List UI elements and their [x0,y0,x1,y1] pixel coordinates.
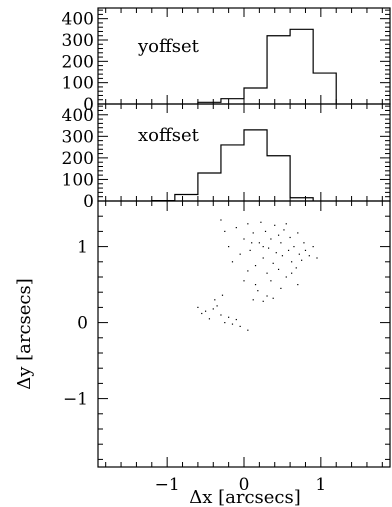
scatter-point [243,238,245,240]
xoffset-ytick-label: 300 [62,127,94,147]
scatter-point [264,230,267,232]
scatter-point [304,249,307,251]
scatter-xtick-label: 1 [315,475,326,495]
scatter-point [243,280,245,282]
scatter-point [247,270,249,272]
scatter-point [270,280,272,282]
scatter-point [285,276,287,278]
scatter-point [220,219,222,221]
scatter-point [312,246,314,248]
scatter-point [262,257,264,259]
scatter-point [249,249,251,251]
scatter-point [262,300,264,302]
scatter-ytick-label: −1 [63,390,88,410]
scatter-point [224,322,226,324]
scatter-point [214,299,216,301]
scatter-point [224,230,226,232]
scatter-point [272,262,274,264]
scatter-point [221,294,224,296]
scatter-point [272,297,274,299]
xoffset-ytick-label: 400 [62,106,94,126]
scatter-point [289,236,291,239]
scatter-point [308,255,310,257]
scatter-point [247,223,249,225]
scatter-point [274,224,276,226]
scatter-point [252,299,254,301]
scatter-point [235,318,237,321]
scatter-point [295,267,297,269]
scatter-point [316,257,318,259]
scatter-point [251,242,253,244]
scatter-ytick-label: 0 [77,314,88,334]
xoffset-histogram-step [151,129,314,202]
scatter-point [291,272,293,274]
scatter-point [257,290,259,292]
scatter-point [208,318,211,320]
scatter-point [254,265,257,267]
x-axis-title: Δx [arcsecs] [189,487,301,507]
scatter-point [239,253,241,255]
scatter-point [291,261,293,263]
scatter-point [266,295,268,297]
yoffset-ytick-label: 200 [62,52,94,72]
scatter-point [285,223,287,225]
yoffset-ytick-label: 400 [62,10,94,30]
scatter-point [293,246,295,248]
scatter-point [228,316,230,318]
yoffset-ytick-label: 0 [83,95,94,115]
scatter-point [220,314,222,316]
scatter-point [280,287,282,289]
scatter-point [197,306,199,308]
scatter-point [275,252,277,254]
xoffset-ytick-label: 200 [62,149,94,169]
y-axis-title: Δy [arcsecs] [14,278,35,390]
scatter-point [247,329,249,331]
xoffset-ytick-label: 0 [83,192,94,212]
scatter-xtick-label: −1 [155,475,180,495]
scatter-point [280,242,282,244]
scatter-point [287,249,290,251]
scatter-point [270,238,272,240]
scatter-point [283,229,285,231]
scatter-point [204,310,207,312]
scatter-point [258,242,260,244]
scatter-point [239,325,241,327]
scatter-point [201,312,203,315]
scatter-point [260,221,262,223]
scatter-ytick-label: 1 [77,238,88,258]
scatter-point [231,261,234,263]
scatter-point [277,268,280,270]
scatter-point [297,284,299,286]
scatter-point [254,284,257,286]
yoffset-ytick-label: 100 [62,74,94,94]
scatter-point [267,247,270,249]
scatter-panel-frame [97,200,391,468]
xoffset-panel-frame [97,103,391,202]
scatter-point [303,242,305,244]
yoffset-label: yoffset [137,36,200,57]
xoffset-label: xoffset [138,125,200,146]
scatter-point [298,253,300,255]
scatter-point [297,232,299,234]
scatter-point [262,246,264,248]
yoffset-ytick-label: 300 [62,31,94,51]
scatter-point [228,246,230,248]
scatter-point [266,272,268,274]
scatter-point [212,308,214,310]
yoffset-histogram-step [197,28,337,104]
scatter-point [235,227,237,229]
scatter-point [252,232,254,234]
scatter-point [216,305,218,307]
xoffset-ytick-label: 100 [62,170,94,190]
scatter-point [277,234,280,236]
scatter-point [231,323,234,325]
scatter-point [281,255,284,257]
scatter-xtick-label: 0 [239,475,250,495]
scatter-point [301,259,303,261]
